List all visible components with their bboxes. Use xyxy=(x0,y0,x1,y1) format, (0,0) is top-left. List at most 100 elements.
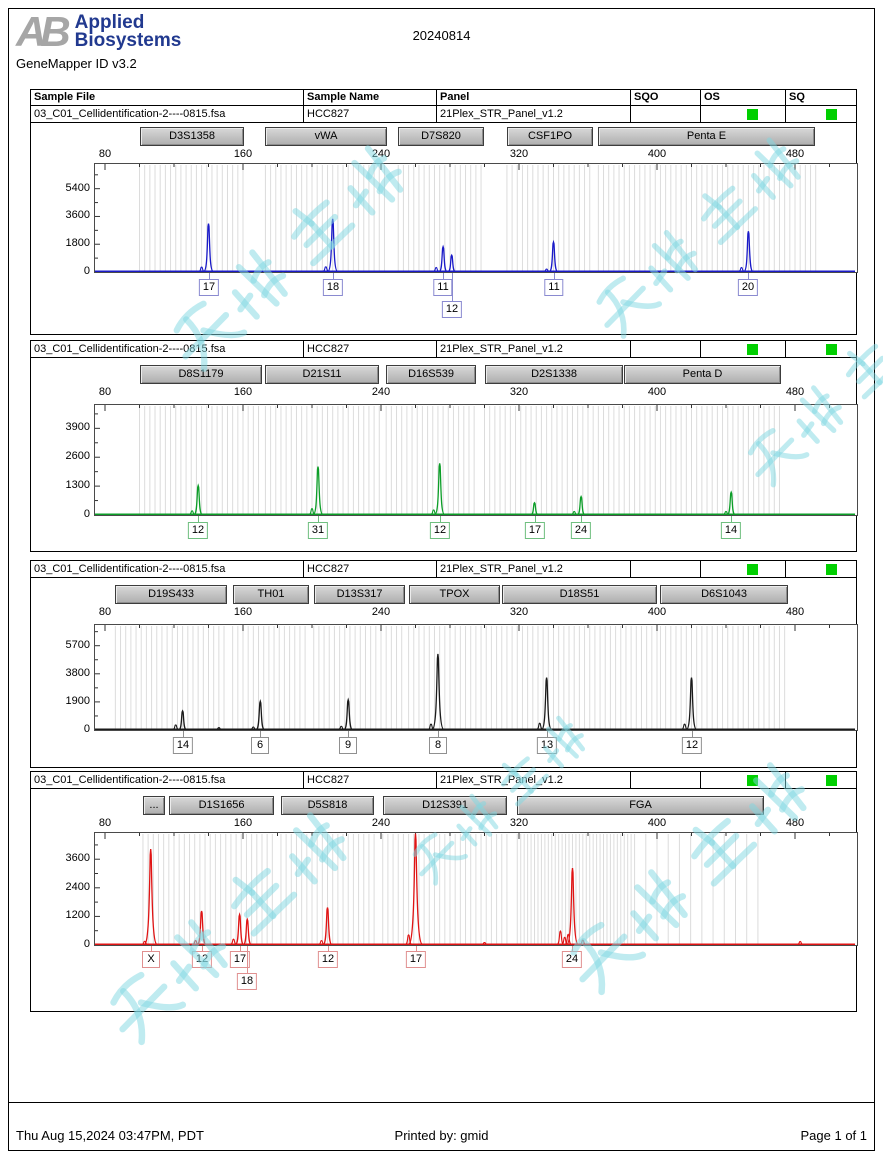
allele-label-connector xyxy=(452,273,453,301)
column-header: Panel xyxy=(440,91,470,103)
sample-cell xyxy=(700,561,785,578)
sample-cell xyxy=(785,341,855,358)
x-axis-label: 400 xyxy=(647,817,667,829)
sample-cell: HCC827 xyxy=(307,108,350,120)
x-axis-label: 320 xyxy=(509,148,529,160)
minor-peak xyxy=(681,723,688,730)
x-axis-label: 240 xyxy=(371,386,391,398)
allele-label-12: 12 xyxy=(429,522,451,539)
column-separator xyxy=(436,89,437,106)
y-axis-label: 1200 xyxy=(65,909,90,921)
column-separator xyxy=(436,341,437,358)
status-square-os xyxy=(747,109,758,120)
sample-cell: HCC827 xyxy=(307,563,350,575)
column-separator xyxy=(630,772,631,789)
marker-box-TPOX: TPOX xyxy=(409,585,500,604)
allele-label-connector xyxy=(348,731,349,737)
x-axis-label: 160 xyxy=(233,148,253,160)
minor-peak xyxy=(141,940,148,945)
y-axis-label: 1900 xyxy=(65,695,90,707)
allele-peak-17 xyxy=(407,833,424,946)
minor-peak xyxy=(571,510,578,515)
electropherogram-plot-4 xyxy=(94,832,858,946)
sample-row: 03_C01_Cellidentification-2----0815.fsa H… xyxy=(30,106,857,123)
allele-label-24: 24 xyxy=(561,951,583,968)
y-axis-label: 1300 xyxy=(65,479,90,491)
x-axis-label: 480 xyxy=(785,386,805,398)
page-border xyxy=(8,8,875,1151)
sample-row: 03_C01_Cellidentification-2----0815.fsa H… xyxy=(30,341,857,358)
minor-peak xyxy=(481,941,488,945)
allele-peak-17 xyxy=(203,223,214,273)
column-separator xyxy=(303,772,304,789)
allele-peak-12 xyxy=(685,677,698,731)
allele-peak-12 xyxy=(322,907,333,946)
marker-box-D6S1043: D6S1043 xyxy=(660,585,788,604)
allele-peak-17 xyxy=(530,501,539,516)
minor-peak xyxy=(405,934,413,945)
column-header: Sample Name xyxy=(307,91,380,103)
marker-box-PentaD: Penta D xyxy=(624,365,781,384)
sample-cell xyxy=(630,561,700,578)
allele-label-17: 17 xyxy=(198,279,220,296)
minor-peak xyxy=(556,930,565,945)
minor-peak xyxy=(198,266,205,272)
allele-label-14: 14 xyxy=(172,737,194,754)
minor-peak xyxy=(215,727,222,730)
marker-box-D16S539: D16S539 xyxy=(386,365,476,384)
allele-label-connector xyxy=(443,273,444,279)
allele-label-14: 14 xyxy=(720,522,742,539)
applied-biosystems-logo: AB Applied Biosystems xyxy=(16,11,181,53)
x-axis-label: 80 xyxy=(98,386,112,398)
allele-peak-18 xyxy=(243,917,252,946)
x-axis-label: 80 xyxy=(98,148,112,160)
column-separator xyxy=(785,772,786,789)
allele-label-connector xyxy=(748,273,749,279)
allele-label-connector xyxy=(554,273,555,279)
allele-peak-8 xyxy=(431,653,445,731)
x-axis-label: 160 xyxy=(233,386,253,398)
allele-label-connector xyxy=(535,516,536,522)
x-axis-label: 400 xyxy=(647,148,667,160)
footer-divider xyxy=(8,1102,874,1103)
column-separator xyxy=(785,89,786,106)
electropherogram-plot-1 xyxy=(94,163,858,273)
column-separator xyxy=(785,561,786,578)
y-axis-label: 5700 xyxy=(65,639,90,651)
allele-label-connector xyxy=(438,731,439,737)
allele-label-11: 11 xyxy=(544,279,564,296)
marker-box-D1S1656: D1S1656 xyxy=(169,796,274,815)
allele-label-connector xyxy=(260,731,261,737)
minor-peak xyxy=(564,933,572,945)
allele-label-connector xyxy=(440,516,441,522)
y-axis-label: 0 xyxy=(83,938,90,950)
marker-box-D19S433: D19S433 xyxy=(115,585,227,604)
allele-label-11: 11 xyxy=(433,279,453,296)
sample-cell xyxy=(630,772,700,789)
column-separator xyxy=(700,561,701,578)
minor-peak xyxy=(172,724,179,730)
status-square-os xyxy=(747,775,758,786)
x-axis-label: 160 xyxy=(233,817,253,829)
allele-peak-24 xyxy=(577,495,585,516)
x-axis-label: 320 xyxy=(509,386,529,398)
allele-peak-12 xyxy=(197,910,207,946)
allele-peak-11 xyxy=(549,239,558,273)
sample-cell xyxy=(700,341,785,358)
status-square-sq xyxy=(826,564,837,575)
x-axis-label: 240 xyxy=(371,148,391,160)
allele-label-17: 17 xyxy=(229,951,251,968)
x-axis-label: 80 xyxy=(98,606,112,618)
table-header-row: Sample File Sample Name Panel SQO OS SQ xyxy=(30,89,857,106)
x-axis-label: 160 xyxy=(233,606,253,618)
y-axis-label: 3600 xyxy=(65,852,90,864)
trace-svg xyxy=(95,625,855,731)
footer-page-number: Page 1 of 1 xyxy=(800,1128,868,1143)
allele-label-connector xyxy=(318,516,319,522)
allele-label-24: 24 xyxy=(570,522,592,539)
allele-label-31: 31 xyxy=(307,522,329,539)
sample-cell: 03_C01_Cellidentification-2----0815.fsa xyxy=(34,774,226,786)
marker-box-TH01: TH01 xyxy=(233,585,309,604)
allele-label-12: 12 xyxy=(441,301,463,318)
